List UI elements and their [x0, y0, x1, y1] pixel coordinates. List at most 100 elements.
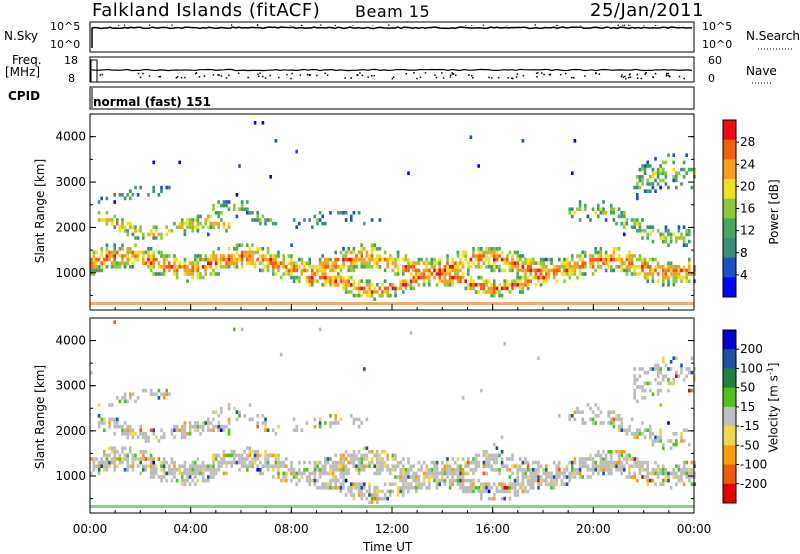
heat-cell	[643, 167, 647, 172]
heat-cell	[357, 279, 361, 283]
heat-cell	[459, 478, 462, 483]
heat-cell	[430, 257, 434, 262]
heat-cell	[415, 475, 418, 479]
heat-cell	[357, 290, 361, 294]
heat-cell	[342, 457, 345, 461]
nave-point	[99, 74, 101, 76]
heat-cell	[435, 478, 439, 483]
heat-cell	[454, 460, 457, 465]
heat-cell	[97, 414, 101, 418]
heat-cell	[316, 272, 319, 276]
heat-cell	[628, 471, 631, 476]
heat-cell	[667, 378, 670, 382]
heat-cell	[680, 432, 683, 436]
heat-cell	[649, 189, 652, 193]
heat-cell	[519, 268, 522, 273]
heat-cell	[95, 261, 98, 265]
heat-cell	[308, 218, 311, 222]
heat-cell	[225, 200, 228, 204]
heat-cell	[217, 225, 220, 229]
heat-cell	[160, 392, 163, 396]
heat-cell	[597, 450, 600, 454]
heat-cell	[586, 457, 590, 461]
heat-cell	[547, 475, 551, 479]
heat-cell	[584, 464, 587, 468]
heat-cell	[412, 265, 415, 269]
heat-cell	[441, 279, 444, 283]
heat-cell	[355, 468, 358, 472]
heat-cell	[651, 225, 655, 229]
heat-cell	[368, 293, 371, 298]
nave-point	[535, 72, 538, 75]
heat-cell	[183, 468, 187, 472]
heat-cell	[157, 193, 161, 197]
heat-cell	[584, 203, 587, 208]
y-tick-label: 3000	[55, 175, 86, 189]
heat-cell	[524, 489, 527, 494]
heat-cell	[677, 265, 681, 269]
heat-cell	[300, 428, 304, 432]
heat-cell	[383, 496, 387, 501]
heat-cell	[615, 221, 618, 226]
heat-cell	[235, 410, 239, 414]
nave-point	[449, 74, 452, 77]
heat-cell	[654, 378, 657, 382]
heat-cell	[680, 367, 683, 371]
heat-cell	[259, 453, 262, 458]
heat-cell	[108, 257, 111, 262]
heat-cell	[675, 432, 678, 436]
heat-cell	[152, 468, 155, 472]
colorbar-segment	[723, 120, 736, 141]
heat-cell	[183, 261, 187, 265]
heat-cell	[389, 471, 392, 476]
heat-cell	[313, 424, 317, 429]
heat-cell	[407, 257, 410, 262]
heat-cell	[131, 453, 135, 458]
heat-cell	[334, 482, 337, 486]
heat-cell	[472, 489, 475, 494]
heat-cell	[664, 236, 668, 240]
heat-cell	[467, 286, 470, 291]
heat-cell	[365, 261, 369, 265]
heat-cell	[261, 257, 265, 262]
heat-cell	[651, 229, 655, 233]
heat-cell	[654, 268, 657, 273]
heat-cell	[482, 486, 486, 490]
heat-cell	[662, 482, 665, 486]
heat-cell	[688, 167, 691, 172]
heat-cell	[194, 464, 197, 468]
heat-cell	[287, 272, 291, 276]
heat-cell	[253, 265, 257, 269]
heat-cell	[355, 257, 358, 262]
heat-cell	[227, 225, 231, 229]
heat-cell	[334, 460, 337, 465]
heat-cell	[277, 475, 280, 479]
heat-cell	[490, 496, 493, 501]
heat-cell	[92, 457, 96, 461]
heat-cell	[92, 468, 96, 472]
heat-cell	[659, 471, 662, 476]
heat-cell	[651, 182, 655, 186]
heat-cell	[589, 406, 592, 411]
heat-cell	[532, 261, 535, 265]
heat-cell	[295, 475, 298, 479]
heat-cell	[290, 468, 293, 472]
heat-cell	[324, 221, 327, 226]
heat-cell	[360, 486, 363, 490]
heat-cell	[659, 482, 662, 486]
heat-cell	[612, 247, 616, 251]
heat-cell	[539, 265, 543, 269]
heat-cell	[381, 457, 384, 461]
heat-cell	[92, 464, 96, 468]
heat-cell	[373, 496, 376, 501]
heat-cell	[116, 218, 119, 222]
heat-cell	[160, 435, 163, 440]
heat-cell	[155, 257, 158, 262]
heat-cell	[331, 268, 335, 273]
heat-cell	[326, 471, 330, 476]
heat-cell	[272, 272, 275, 276]
heat-cell	[446, 257, 449, 262]
heat-cell	[123, 265, 127, 269]
heat-cell	[508, 290, 512, 294]
heat-cell	[173, 464, 176, 468]
